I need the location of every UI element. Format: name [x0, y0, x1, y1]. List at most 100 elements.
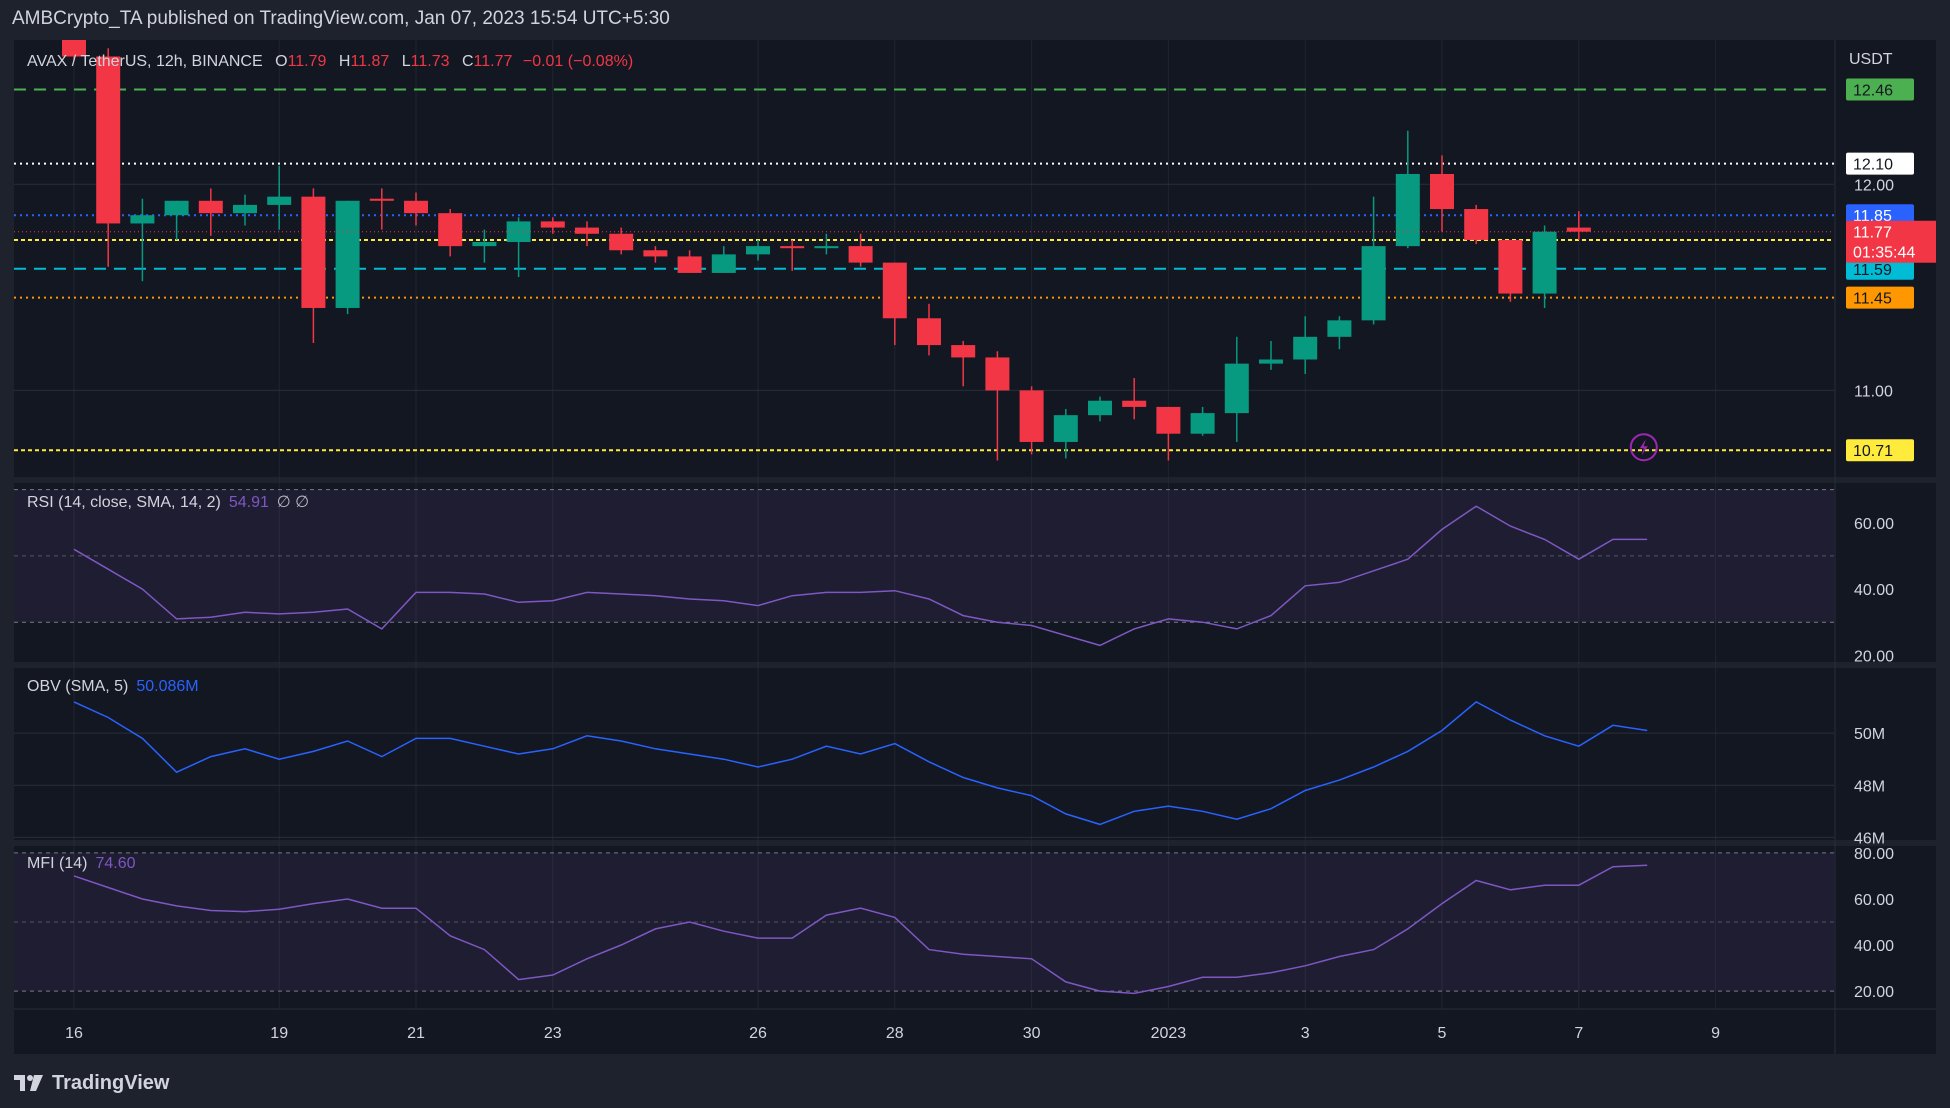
candle-body[interactable]	[1327, 320, 1352, 337]
candle-body[interactable]	[1259, 359, 1283, 364]
obv-tick-label: 48M	[1854, 778, 1885, 795]
obv-legend[interactable]: OBV (SMA, 5) 50.086M	[27, 678, 199, 696]
time-tick-label: 19	[270, 1025, 288, 1042]
mfi-tick-label: 40.00	[1854, 938, 1894, 955]
tradingview-logo-icon[interactable]	[14, 1074, 44, 1092]
candle-body[interactable]	[404, 200, 428, 214]
lightning-icon[interactable]	[1629, 433, 1658, 462]
level-price-label: 11.59	[1853, 262, 1892, 279]
mfi-legend[interactable]: MFI (14) 74.60	[27, 855, 136, 873]
time-tick-label: 28	[886, 1025, 904, 1042]
mfi-band	[14, 852, 1834, 992]
level-price-label: 12.46	[1853, 82, 1893, 99]
candle-body[interactable]	[1088, 400, 1112, 416]
rsi-tick-label: 60.00	[1854, 516, 1894, 533]
symbol-label[interactable]: AVAX / TetherUS, 12h, BINANCE	[27, 53, 263, 70]
level-price-label-bg	[1846, 152, 1914, 175]
candle-body[interactable]	[1464, 209, 1489, 240]
chart-frame[interactable]: 11.0012.0012.4612.1011.8511.7311.5911.45…	[14, 40, 1936, 1054]
candle-body[interactable]	[472, 242, 497, 247]
candle-body[interactable]	[882, 262, 907, 319]
candle-body[interactable]	[814, 246, 839, 249]
candle-body[interactable]	[1395, 173, 1420, 247]
pane-separator[interactable]	[14, 662, 1936, 668]
time-tick-label: 23	[544, 1025, 562, 1042]
candle-body[interactable]	[1156, 406, 1181, 434]
rsi-tick-label: 20.00	[1854, 648, 1894, 665]
candle-body[interactable]	[575, 227, 599, 234]
candle-body[interactable]	[677, 256, 702, 273]
candle-body[interactable]	[1122, 400, 1147, 407]
pane-separator[interactable]	[14, 840, 1936, 846]
candle-body[interactable]	[233, 204, 257, 214]
candle-body[interactable]	[951, 345, 976, 358]
candle-body[interactable]	[96, 56, 121, 224]
candle-body[interactable]	[780, 246, 805, 249]
time-tick-label: 2023	[1151, 1025, 1187, 1042]
obv-value: 50.086M	[136, 678, 199, 695]
candle-body[interactable]	[540, 221, 565, 228]
level-price-label-bg	[1846, 78, 1914, 101]
chart-canvas[interactable]: 11.0012.0012.4612.1011.8511.7311.5911.45…	[14, 40, 1936, 1054]
candle-body[interactable]	[1498, 239, 1523, 294]
rsi-band	[14, 489, 1834, 623]
candle-body[interactable]	[1019, 390, 1044, 442]
level-price-label: 11.45	[1853, 291, 1892, 308]
open-label: O	[275, 53, 288, 70]
low-value: 11.73	[410, 53, 450, 70]
mfi-tick-label: 20.00	[1854, 984, 1894, 1001]
level-price-label: 10.71	[1853, 443, 1893, 460]
candle-body[interactable]	[746, 246, 770, 255]
current-price-label-bg[interactable]	[1846, 220, 1936, 263]
time-tick-label: 21	[407, 1025, 425, 1042]
candle-body[interactable]	[438, 213, 463, 247]
time-tick-label: 30	[1023, 1025, 1041, 1042]
current-price-label: 11.77	[1853, 225, 1892, 242]
footer: TradingView	[14, 1068, 169, 1098]
level-price-label-bg	[1846, 257, 1914, 280]
candle-body[interactable]	[267, 196, 292, 205]
time-tick-label: 7	[1574, 1025, 1583, 1042]
rsi-tick-label: 40.00	[1854, 582, 1894, 599]
candle-body[interactable]	[1293, 336, 1318, 360]
candle-body[interactable]	[335, 200, 360, 308]
pane-separator[interactable]	[14, 477, 1936, 483]
candle-body[interactable]	[848, 246, 873, 263]
rsi-label: RSI (14, close, SMA, 14, 2)	[27, 494, 221, 511]
candle-body[interactable]	[609, 233, 634, 251]
open-value: 11.79	[287, 53, 327, 70]
lightning-icon-glyph	[1639, 439, 1648, 456]
candle-body[interactable]	[130, 215, 155, 224]
mfi-line[interactable]	[73, 864, 1648, 995]
candle-body[interactable]	[1361, 246, 1386, 321]
candle-body[interactable]	[1190, 413, 1215, 434]
obv-line[interactable]	[73, 701, 1648, 826]
candle-body[interactable]	[643, 250, 668, 257]
published-line: AMBCrypto_TA published on TradingView.co…	[12, 8, 670, 29]
mfi-tick-label: 80.00	[1854, 846, 1894, 863]
candle-body[interactable]	[985, 357, 1010, 391]
candle-body[interactable]	[917, 318, 941, 346]
candle-body[interactable]	[301, 196, 326, 308]
level-price-label-bg	[1846, 286, 1914, 309]
candle-body[interactable]	[164, 200, 189, 216]
mfi-label: MFI (14)	[27, 855, 88, 872]
candle-body[interactable]	[1532, 231, 1557, 294]
rsi-line[interactable]	[73, 505, 1648, 647]
mfi-tick-label: 60.00	[1854, 892, 1894, 909]
mfi-value: 74.60	[95, 855, 136, 872]
candle-body[interactable]	[198, 200, 223, 214]
candle-body[interactable]	[369, 198, 394, 201]
price-axis-currency: USDT	[1849, 51, 1893, 68]
price-tick-label: 12.00	[1854, 177, 1894, 194]
rsi-value: 54.91	[228, 494, 269, 511]
close-value: 11.77	[473, 53, 513, 70]
candle-body[interactable]	[1566, 227, 1591, 232]
candle-body[interactable]	[1053, 415, 1078, 442]
footer-brand[interactable]: TradingView	[52, 1071, 170, 1094]
candle-body[interactable]	[62, 40, 86, 57]
candle-body[interactable]	[1224, 363, 1249, 414]
candle-body[interactable]	[711, 254, 736, 273]
rsi-legend[interactable]: RSI (14, close, SMA, 14, 2) 54.91 ∅ ∅	[27, 492, 309, 512]
candle-body[interactable]	[1430, 173, 1454, 210]
